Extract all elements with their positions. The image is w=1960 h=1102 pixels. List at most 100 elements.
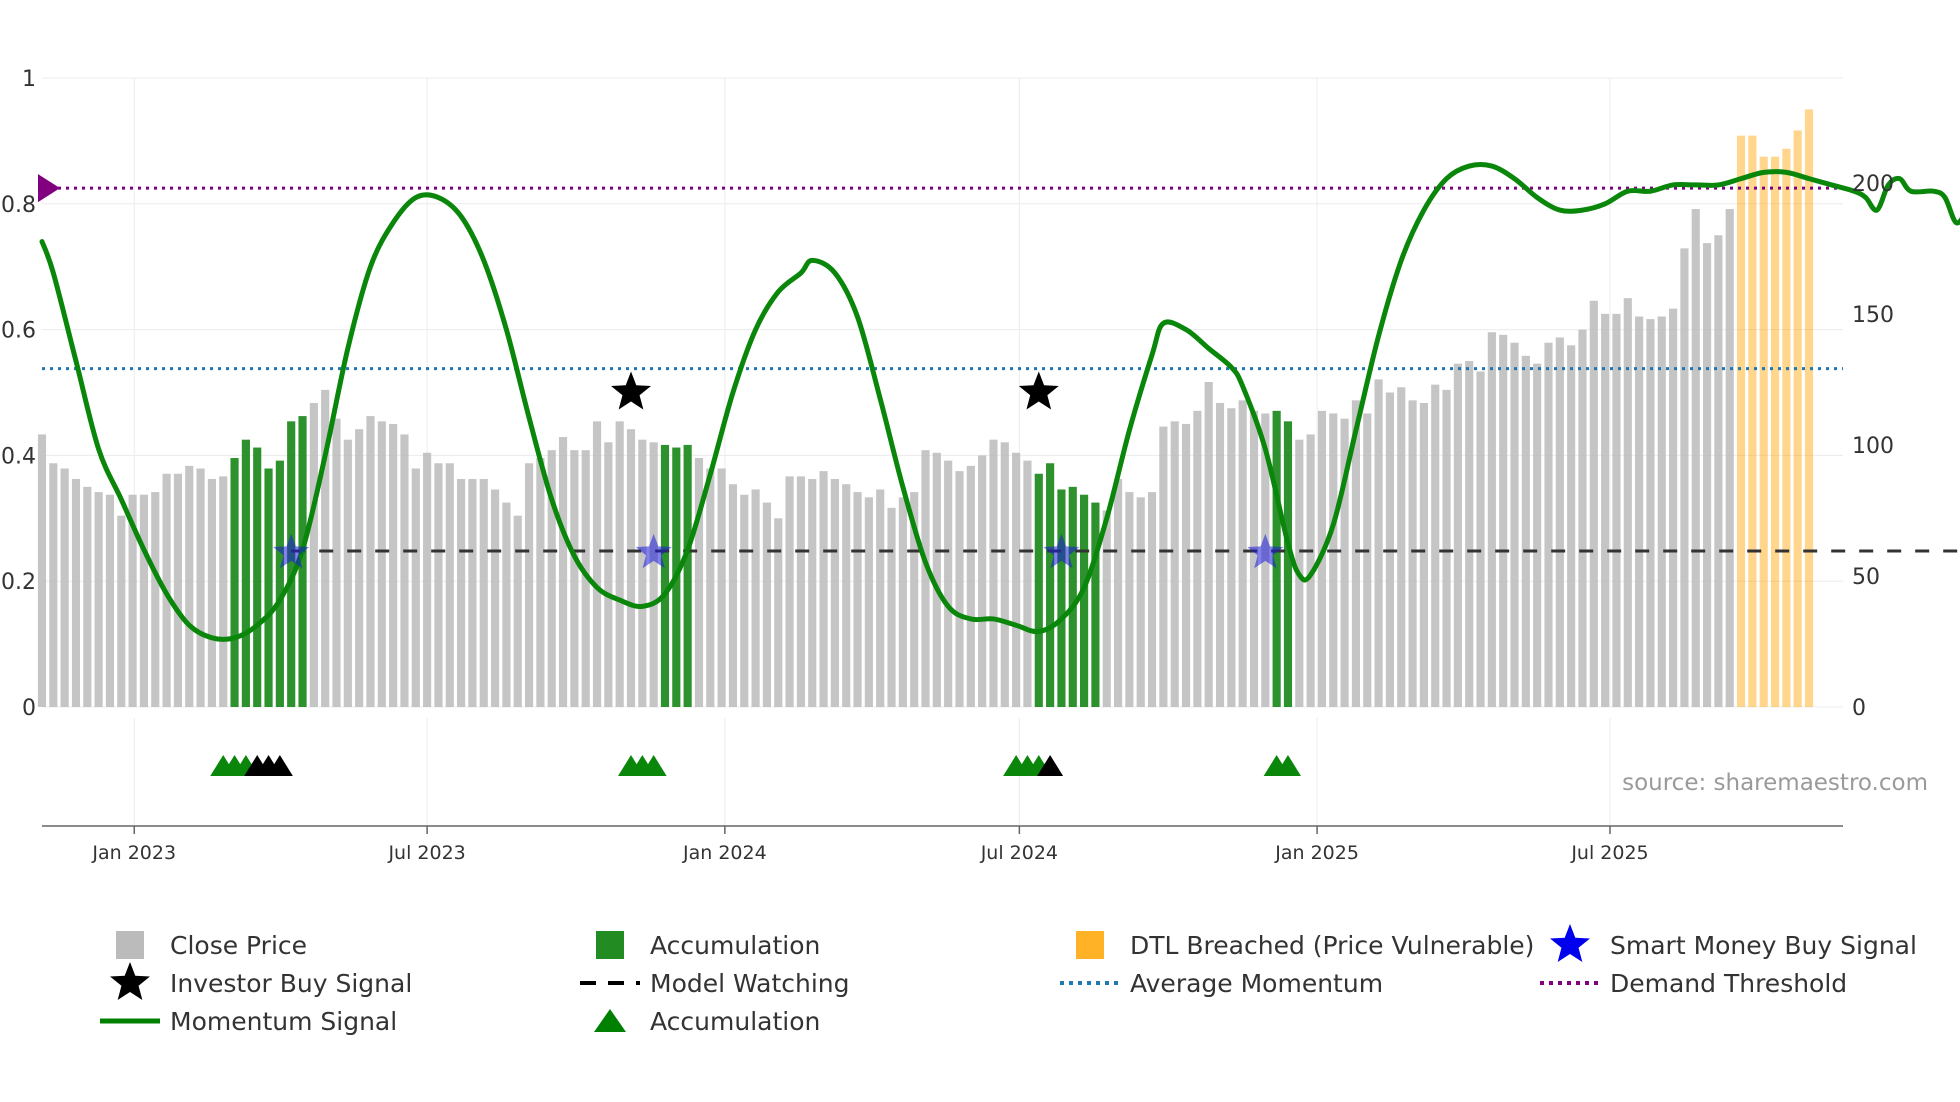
close-price-bar: [1487, 332, 1496, 707]
legend-item: DTL Breached (Price Vulnerable): [1076, 931, 1534, 960]
close-price-bar: [1714, 235, 1723, 707]
close-price-bar: [1340, 418, 1349, 707]
close-price-bar: [1000, 442, 1009, 707]
close-price-bar: [1431, 384, 1440, 707]
close-price-bar: [117, 515, 126, 707]
dtl-breached-bar: [1804, 109, 1814, 707]
close-price-bar: [876, 489, 885, 707]
close-price-bar: [830, 478, 839, 707]
close-price-bar: [887, 507, 896, 707]
close-price-bar: [1136, 497, 1145, 707]
close-price-bar: [1646, 319, 1655, 707]
close-price-bar: [1215, 402, 1225, 707]
close-price-bar: [479, 478, 488, 707]
close-price-bar: [1204, 382, 1213, 707]
close-price-bar: [1193, 410, 1202, 707]
accumulation-bar: [683, 444, 692, 707]
signal-markers: [273, 371, 1284, 569]
close-price-bar: [1227, 408, 1236, 707]
close-price-bar: [1249, 410, 1259, 707]
smart-money-buy-star: [1247, 533, 1284, 569]
close-price-bar: [615, 421, 624, 707]
close-price-bar: [1408, 400, 1417, 707]
close-price-bar: [468, 478, 477, 707]
dtl-breached-bar: [1748, 135, 1757, 708]
close-price-bar: [1419, 402, 1428, 707]
legend-item: Demand Threshold: [1540, 969, 1847, 998]
close-price-bar: [71, 478, 81, 707]
legend-item: Close Price: [116, 931, 307, 960]
x-tick-label: Jan 2023: [91, 842, 176, 864]
close-price-bar: [513, 515, 522, 707]
legend-item: Momentum Signal: [100, 1007, 397, 1036]
close-price-bar: [989, 439, 998, 707]
close-price-bar: [139, 494, 149, 707]
close-price-bar: [389, 423, 398, 707]
close-price-bar: [978, 455, 987, 707]
accumulation-bar: [1046, 463, 1055, 707]
close-price-bar: [37, 434, 47, 707]
right-tick-label: 150: [1852, 303, 1894, 328]
close-price-bar: [1544, 342, 1553, 707]
close-price-bar: [785, 476, 794, 707]
close-price-bar: [728, 484, 738, 707]
close-price-bar: [524, 463, 534, 707]
close-price-bar: [1510, 342, 1519, 707]
smart-money-buy-star: [1043, 533, 1080, 569]
right-tick-label: 200: [1852, 172, 1894, 197]
dtl-breached-bar: [1736, 135, 1746, 708]
close-price-bar: [910, 492, 919, 707]
close-price-bar: [717, 468, 726, 707]
close-price-bar: [366, 416, 375, 707]
legend-swatch: [1076, 931, 1104, 959]
x-tick-label: Jul 2024: [980, 842, 1058, 864]
close-price-bar: [592, 421, 602, 707]
close-price-bar: [796, 476, 805, 707]
smart-money-buy-star: [273, 533, 310, 569]
accumulation-bar: [287, 421, 296, 707]
accumulation-bar: [253, 447, 262, 707]
accumulation-bar: [298, 416, 307, 707]
close-price-bar: [309, 402, 318, 707]
close-price-bar: [570, 450, 579, 707]
close-price-bar: [343, 439, 352, 707]
close-price-bar: [1612, 313, 1621, 707]
legend-star: [1550, 924, 1590, 962]
right-tick-label: 50: [1852, 565, 1880, 590]
close-price-bar: [1499, 334, 1508, 707]
x-tick-label: Jul 2025: [1570, 842, 1648, 864]
left-tick-label: 0.6: [1, 319, 36, 344]
accumulation-triangle-black: [266, 755, 293, 776]
accumulation-bar: [1080, 494, 1089, 707]
close-price-bar: [1012, 452, 1021, 707]
close-price-bar: [377, 421, 386, 707]
close-price-bar: [105, 494, 115, 707]
investor-buy-star: [611, 371, 651, 410]
accumulation-triangle-black: [1037, 755, 1064, 776]
close-price-bar: [1363, 413, 1372, 707]
close-price-bar: [1567, 345, 1576, 707]
close-price-bar: [1589, 300, 1598, 707]
close-price-bar: [638, 439, 647, 707]
close-price-bar: [423, 452, 432, 707]
close-price-bar: [536, 458, 545, 707]
accumulation-triangle: [640, 755, 667, 776]
accumulation-bar: [275, 460, 284, 707]
close-price-bar: [1465, 361, 1474, 707]
legend-label: Smart Money Buy Signal: [1610, 931, 1917, 960]
close-price-bar: [1113, 478, 1123, 707]
close-price-bar: [1442, 389, 1451, 707]
close-price-bar: [1680, 248, 1689, 707]
legend-swatch: [116, 931, 144, 959]
close-price-bar: [502, 502, 511, 707]
close-price-bar: [1170, 421, 1179, 707]
close-price-bar: [1623, 298, 1632, 707]
close-price-bar: [1397, 387, 1406, 707]
left-tick-label: 1: [22, 67, 36, 92]
legend-label: Momentum Signal: [170, 1007, 397, 1036]
close-price-bar: [649, 442, 658, 707]
close-price-bar: [128, 494, 137, 707]
close-price-bar: [1601, 313, 1610, 707]
dtl-breached-bar: [1770, 156, 1780, 707]
legend-item: Investor Buy Signal: [110, 962, 412, 1000]
